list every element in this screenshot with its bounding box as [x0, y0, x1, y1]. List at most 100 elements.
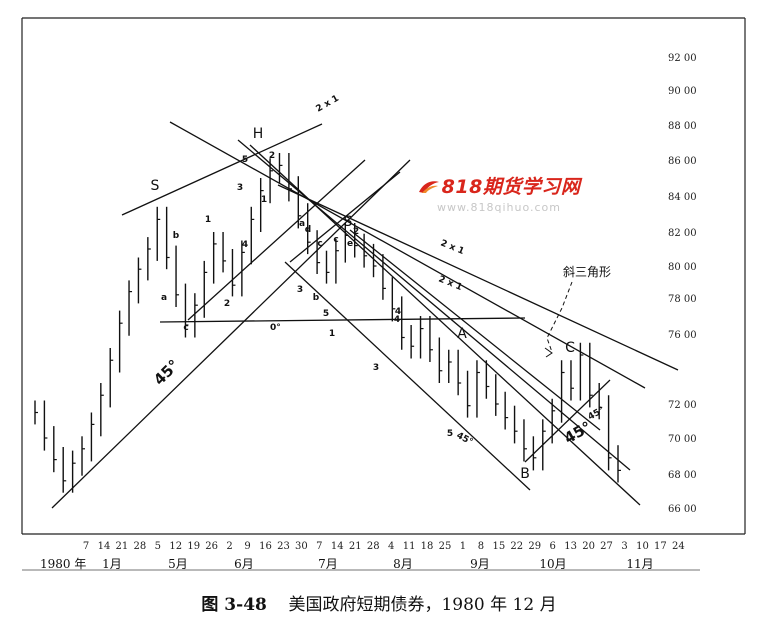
x-tick-label: 20: [582, 541, 595, 552]
wave-point-label: 1: [261, 195, 267, 205]
wave-point-label: 2: [224, 299, 230, 309]
x-tick-label: 6: [550, 541, 556, 552]
x-tick-label: 29: [528, 541, 541, 552]
y-tick-label: 66 00: [668, 504, 697, 515]
trendline-label: 0°: [270, 323, 281, 333]
trendline-45-channel-lower: [284, 261, 531, 491]
figure-caption: 图 3-48 美国政府短期债券，1980 年 12 月: [0, 590, 758, 615]
y-tick-label: 72 00: [668, 400, 697, 411]
trendline-2x1-upper: [169, 121, 646, 389]
x-tick-label: 7: [316, 541, 322, 552]
year-label: 1980 年: [40, 557, 86, 571]
wave-point-label: S: [344, 214, 353, 230]
x-tick-label: 18: [421, 541, 434, 552]
wave-point-label: a: [161, 293, 167, 303]
month-label: 5月: [168, 557, 188, 571]
trendline-45-small: [524, 379, 611, 463]
y-tick-label: 80 00: [668, 262, 697, 273]
x-tick-label: 21: [116, 541, 129, 552]
month-label: 10月: [539, 557, 566, 571]
wave-point-label: C: [565, 340, 575, 356]
wave-point-label: e: [347, 239, 353, 249]
month-label: 8月: [393, 557, 413, 571]
month-label: 7月: [318, 557, 338, 571]
x-tick-label: 9: [244, 541, 250, 552]
trendline-label: 2 x 1: [439, 239, 466, 257]
x-tick-label: 14: [331, 541, 344, 552]
x-tick-label: 26: [205, 541, 218, 552]
x-tick-label: 19: [187, 541, 200, 552]
y-tick-label: 86 00: [668, 156, 697, 167]
caption-text: 美国政府短期债券，1980 年 12 月: [288, 595, 557, 615]
wave-point-label: 2: [269, 151, 275, 161]
wave-point-label: 5: [447, 429, 453, 439]
x-tick-label: 8: [478, 541, 484, 552]
wave-point-label: 1: [205, 215, 211, 225]
x-tick-label: 3: [621, 541, 627, 552]
trendline-label: 2 x 1: [437, 275, 464, 293]
x-tick-label: 11: [403, 541, 416, 552]
month-label: 1月: [102, 557, 122, 571]
x-tick-label: 15: [492, 541, 505, 552]
wave-point-label: b: [313, 293, 320, 303]
x-tick-label: 10: [636, 541, 649, 552]
x-tick-label: 1: [460, 541, 466, 552]
pattern-note: 斜三角形: [563, 265, 611, 279]
x-tick-label: 7: [83, 541, 89, 552]
month-label: 11月: [626, 557, 653, 571]
x-tick-label: 28: [367, 541, 380, 552]
x-tick-label: 28: [133, 541, 146, 552]
wave-point-label: c: [333, 235, 338, 245]
trendline-45-long: [51, 159, 411, 509]
x-tick-label: 5: [155, 541, 161, 552]
x-tick-label: 4: [388, 541, 394, 552]
x-tick-label: 21: [349, 541, 362, 552]
wave-point-label: B: [520, 466, 530, 482]
wave-point-label: 5: [242, 155, 248, 165]
wave-point-label: c: [183, 323, 188, 333]
wave-point-label: 5: [323, 309, 329, 319]
price-chart: 92 00 90 00 88 00 86 00 84 00 82 00 80 00 78 00…: [21, 17, 746, 571]
trendline-2x1-top: [121, 123, 323, 216]
watermark-title-text: 818期货学习网: [441, 176, 581, 198]
y-tick-label: 78 00: [668, 294, 697, 305]
trendline-45-steep-2: [237, 139, 631, 471]
x-tick-label: 23: [277, 541, 290, 552]
wave-point-label: 3: [237, 183, 243, 193]
wave-point-label: 3: [297, 285, 303, 295]
y-tick-label: 92 00: [668, 53, 697, 64]
x-tick-label: 13: [564, 541, 577, 552]
trendline-label: 45°: [587, 405, 607, 422]
y-tick-label: 88 00: [668, 121, 697, 132]
x-tick-label: 2: [226, 541, 232, 552]
wave-point-label: 4: [242, 240, 248, 250]
month-label: 9月: [470, 557, 490, 571]
watermark: 818期货学习网 www.818qihuo.com: [404, 172, 594, 214]
note-pointer-arrowhead: [544, 347, 553, 358]
figure-number: 图 3-48: [201, 595, 267, 615]
wave-point-label: 4: [395, 307, 401, 317]
y-tick-label: 70 00: [668, 434, 697, 445]
wave-point-label: S: [151, 178, 160, 194]
y-tick-label: 76 00: [668, 330, 697, 341]
trendline-45-inner: [187, 159, 366, 321]
wave-point-label: d: [305, 225, 311, 235]
x-tick-label: 30: [295, 541, 308, 552]
x-tick-label: 25: [439, 541, 452, 552]
watermark-url: www.818qihuo.com: [437, 201, 561, 214]
x-tick-label: 12: [169, 541, 182, 552]
trendline-label: 2 x 1: [315, 94, 341, 115]
trendline-0-horizontal: [159, 317, 526, 323]
watermark-title: 818期货学习网: [404, 172, 594, 199]
wave-point-label: 3: [373, 363, 379, 373]
flame-logo-icon: [418, 181, 439, 193]
trendline-label: 45°: [150, 356, 183, 389]
y-tick-label: 90 00: [668, 86, 697, 97]
note-pointer: [546, 281, 573, 353]
wave-point-label: 4: [394, 315, 400, 325]
x-tick-label: 14: [98, 541, 111, 552]
wave-point-label: c: [317, 239, 322, 249]
y-tick-label: 68 00: [668, 470, 697, 481]
trendline-2x1-middle: [277, 184, 679, 371]
